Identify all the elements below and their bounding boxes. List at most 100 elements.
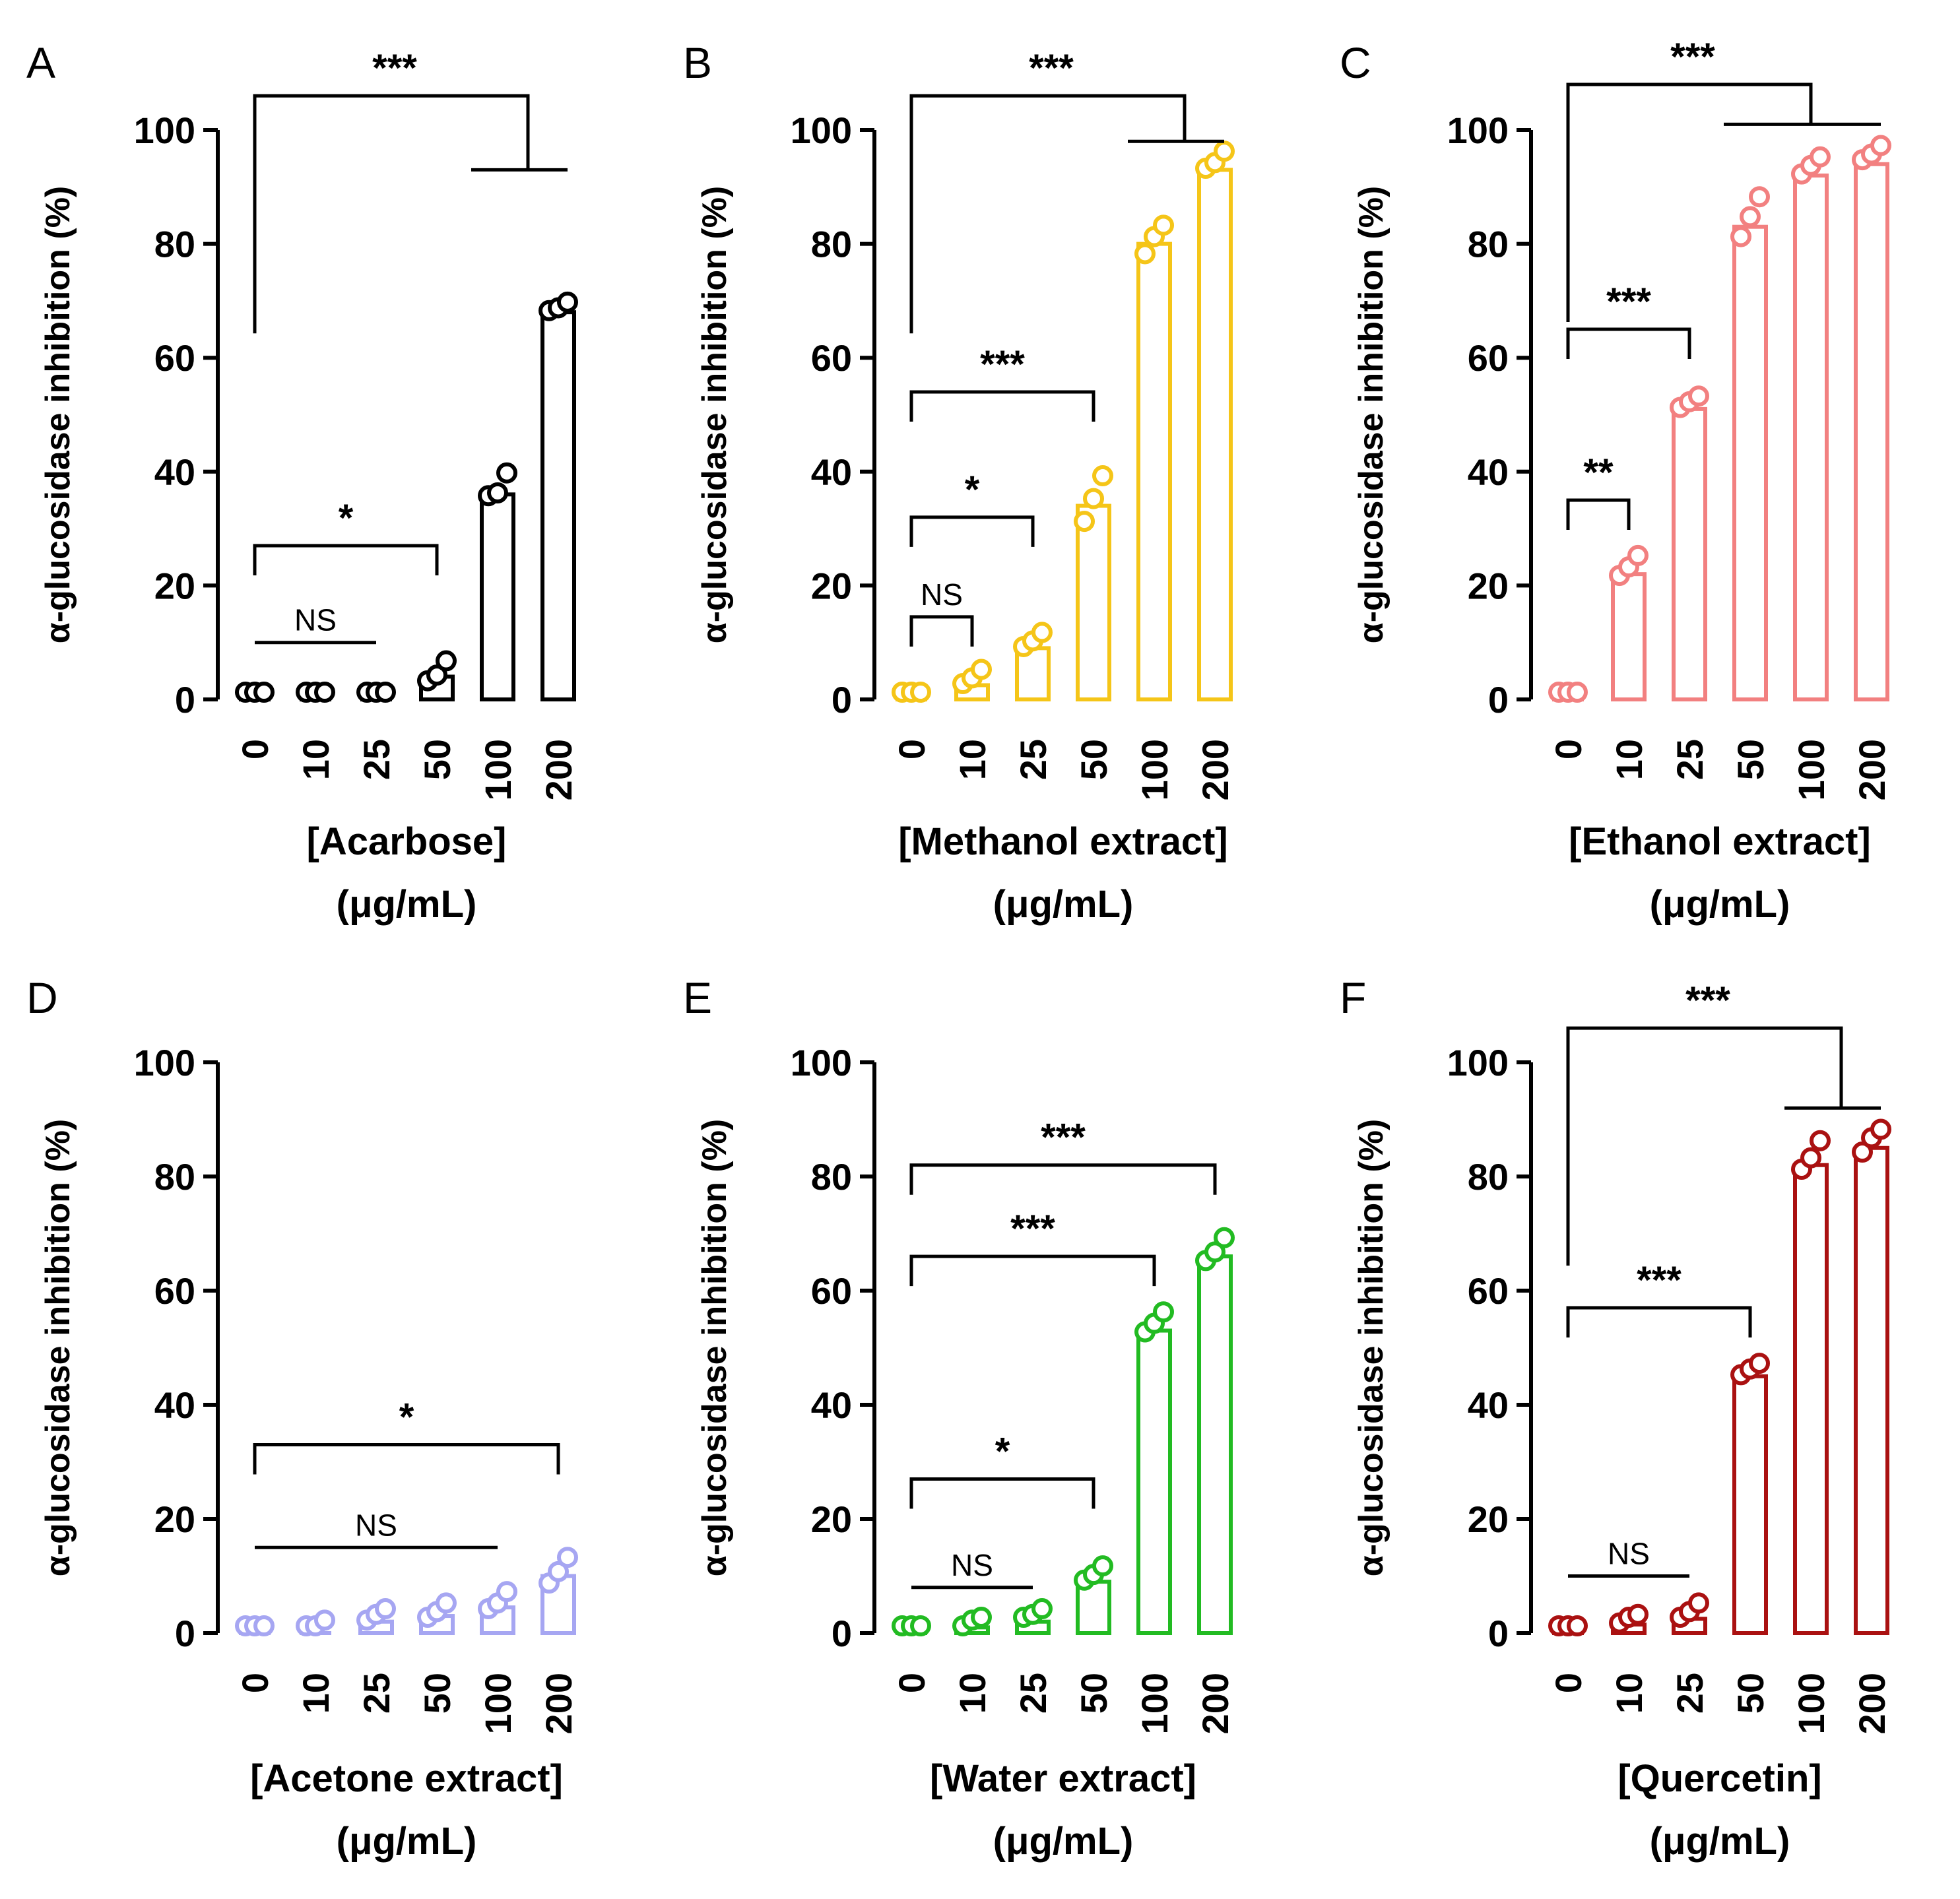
ns-label: NS xyxy=(921,577,963,612)
y-tick-label: 60 xyxy=(811,1270,852,1312)
data-point xyxy=(910,1615,931,1636)
data-point xyxy=(496,1581,517,1603)
panel-letter: B xyxy=(683,38,712,87)
data-point xyxy=(1134,243,1156,265)
panel-letter: D xyxy=(26,973,58,1022)
significance-stars: * xyxy=(995,1430,1010,1473)
data-point xyxy=(1749,1353,1770,1374)
y-tick-label: 80 xyxy=(1468,224,1509,265)
y-tick-label: 20 xyxy=(154,565,195,606)
bar-100 xyxy=(1793,1163,1829,1635)
y-tick-label: 60 xyxy=(811,337,852,379)
significance-bracket: ** xyxy=(1566,451,1631,530)
data-point xyxy=(426,664,447,686)
bracket-line xyxy=(909,1477,1095,1509)
data-point xyxy=(1852,1142,1873,1163)
data-point xyxy=(971,1607,992,1628)
significance-bracket: NS xyxy=(255,603,376,645)
y-tick-label: 80 xyxy=(811,1156,852,1198)
ns-label: NS xyxy=(294,603,337,637)
data-point xyxy=(1031,622,1053,643)
x-tick-label: 0 xyxy=(891,739,932,759)
data-point xyxy=(1810,1130,1831,1151)
bracket-line xyxy=(1566,1306,1752,1337)
x-tick-label: 10 xyxy=(1608,1673,1650,1714)
panel-letter: C xyxy=(1340,38,1371,87)
x-axis-label: [Ethanol extract] xyxy=(1569,820,1871,863)
x-tick-label: 200 xyxy=(538,739,579,800)
bar-200 xyxy=(1854,1145,1889,1635)
significance-bracket: *** xyxy=(1566,1259,1752,1337)
y-tick-label: 0 xyxy=(832,1613,852,1654)
x-tick-label: 200 xyxy=(1851,739,1893,800)
panel-letter: A xyxy=(26,38,55,87)
x-tick-label: 10 xyxy=(1608,739,1650,780)
x-tick-label: 200 xyxy=(1194,739,1236,800)
x-tick-label: 0 xyxy=(234,1673,276,1693)
x-tick-label: 0 xyxy=(234,739,276,759)
x-tick-label: 50 xyxy=(1073,739,1115,780)
bracket-line xyxy=(909,94,1187,334)
y-tick-label: 100 xyxy=(1447,110,1509,151)
data-point xyxy=(1153,214,1174,236)
x-axis-unit: (μg/mL) xyxy=(1650,1820,1790,1863)
data-point xyxy=(1730,226,1751,247)
data-point xyxy=(487,482,508,503)
data-point xyxy=(253,682,275,703)
x-axis-unit: (μg/mL) xyxy=(993,883,1134,926)
data-point xyxy=(1740,206,1761,228)
significance-bracket: * xyxy=(253,497,439,575)
significance-stars: * xyxy=(339,497,354,540)
y-tick-label: 100 xyxy=(791,110,852,151)
bar-25 xyxy=(1672,406,1707,701)
y-tick-label: 100 xyxy=(134,110,195,151)
bracket-line xyxy=(253,1443,560,1475)
data-point xyxy=(1870,135,1891,156)
x-tick-label: 10 xyxy=(295,739,337,780)
y-tick-label: 100 xyxy=(791,1042,852,1083)
x-axis-label: [Acarbose] xyxy=(307,820,507,863)
x-tick-label: 25 xyxy=(356,739,397,780)
bar-200 xyxy=(540,310,576,702)
bracket-line xyxy=(909,1163,1217,1195)
data-point xyxy=(971,659,992,680)
x-tick-label: 100 xyxy=(1134,1673,1175,1734)
x-tick-label: 100 xyxy=(477,1673,519,1734)
data-point xyxy=(1083,488,1104,509)
significance-bracket: *** xyxy=(1566,36,1881,322)
x-axis-unit: (μg/mL) xyxy=(993,1820,1134,1863)
bar-100 xyxy=(1793,174,1829,702)
y-axis-label: α-glucosidase inhibition (%) xyxy=(696,1119,734,1577)
y-axis-label: α-glucosidase inhibition (%) xyxy=(39,186,77,644)
ns-label: NS xyxy=(355,1508,397,1542)
x-tick-label: 50 xyxy=(416,739,458,780)
bar-50 xyxy=(1076,503,1111,702)
x-axis-label: [Methanol extract] xyxy=(898,820,1228,863)
x-tick-label: 50 xyxy=(1073,1673,1115,1714)
significance-bracket: *** xyxy=(1566,979,1881,1266)
x-axis-unit: (μg/mL) xyxy=(337,1820,477,1863)
data-point xyxy=(436,1592,457,1614)
x-tick-label: 10 xyxy=(952,739,993,780)
bracket-line xyxy=(909,615,974,647)
data-point xyxy=(1627,1603,1649,1625)
significance-stars: *** xyxy=(1637,1259,1682,1302)
significance-stars: *** xyxy=(372,47,417,90)
bar-100 xyxy=(480,492,515,701)
data-point xyxy=(1810,146,1831,168)
data-point xyxy=(375,1598,396,1620)
x-tick-label: 50 xyxy=(1730,739,1771,780)
bracket-line xyxy=(909,1254,1156,1287)
significance-bracket: * xyxy=(909,1430,1095,1509)
x-axis-label: [Water extract] xyxy=(930,1757,1196,1800)
y-tick-label: 80 xyxy=(154,1156,195,1198)
y-tick-label: 0 xyxy=(175,679,195,721)
x-tick-label: 100 xyxy=(1790,739,1832,800)
bracket-line xyxy=(1566,1026,1843,1266)
y-tick-label: 40 xyxy=(811,451,852,493)
significance-bracket: *** xyxy=(1566,280,1691,360)
data-point xyxy=(375,682,396,703)
data-point xyxy=(548,1561,569,1582)
